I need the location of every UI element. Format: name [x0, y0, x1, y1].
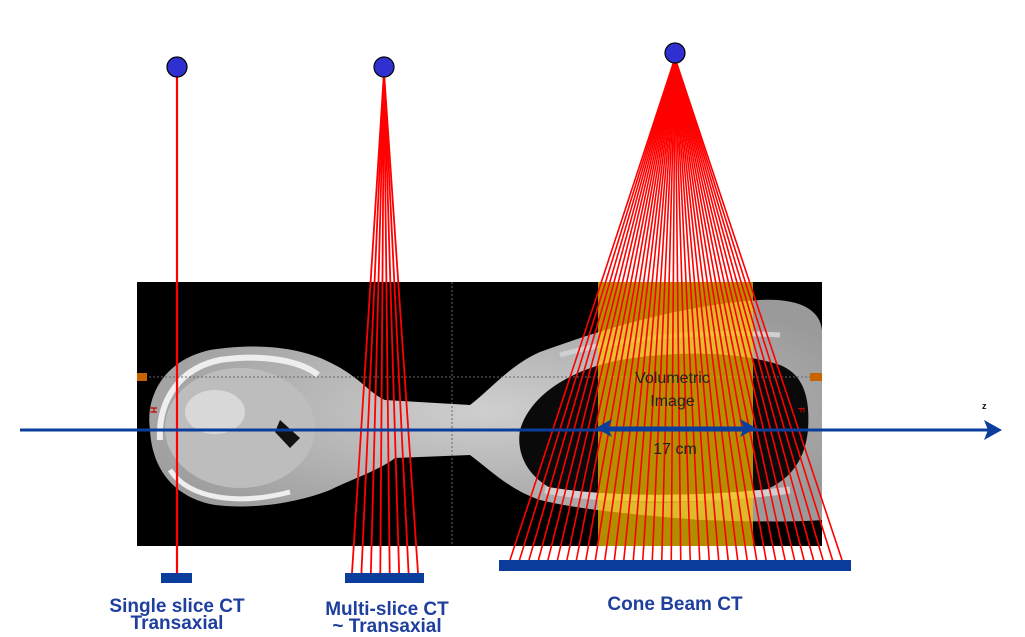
cone-beam-ray: [651, 57, 676, 561]
cone-beam-ray: [674, 57, 843, 561]
cone-beam-ray: [594, 57, 676, 561]
cone-beam-ray: [674, 57, 729, 561]
multi-slice-title: Multi-slice CT: [325, 599, 449, 620]
cone-beam-ray: [674, 57, 767, 561]
width-label: 17 cm: [653, 441, 697, 458]
cone-beam-ray: [660, 57, 676, 561]
single-slice-source: [166, 56, 188, 78]
cone-beam-ray: [509, 57, 676, 561]
multi-slice-ray: [379, 71, 385, 574]
cone-beam-ray: [623, 57, 676, 561]
cone-beam-ray: [528, 57, 676, 561]
cone-beam-ray: [674, 57, 834, 561]
cone-beam-ray: [613, 57, 676, 561]
multi-slice-ray: [383, 71, 410, 574]
cone-beam-ray: [670, 57, 676, 561]
cone-beam-ray: [674, 57, 786, 561]
single-slice-detector: [161, 573, 192, 583]
single-slice-caption: Single slice CT Transaxial: [72, 596, 282, 634]
multi-slice-ray: [369, 71, 385, 574]
cone-beam-ray: [604, 57, 676, 561]
cone-beam-ray: [575, 57, 676, 561]
cone-beam-ray: [518, 57, 676, 561]
cone-beam-ray: [674, 57, 758, 561]
cone-beam-caption: Cone Beam CT: [607, 594, 743, 615]
single-slice-title: Single slice CT: [109, 596, 245, 617]
single-slice-subtitle: Transaxial: [130, 613, 224, 634]
cone-beam-ray: [547, 57, 676, 561]
cone-beam-ray: [632, 57, 676, 561]
cone-beam-rays: [509, 57, 843, 561]
multi-slice-detector: [345, 573, 424, 583]
cone-beam-ray: [585, 57, 676, 561]
cone-beam-ray: [674, 57, 748, 561]
volumetric-line2: Image: [650, 393, 695, 410]
cone-beam-source: [664, 42, 686, 64]
cone-beam-ray: [674, 57, 777, 561]
cone-beam-ray: [674, 57, 710, 561]
cone-beam-ray: [537, 57, 676, 561]
volumetric-region: [598, 282, 753, 546]
cone-beam-ray: [674, 57, 796, 561]
multi-slice-ray: [383, 71, 419, 574]
multi-slice-ray: [360, 71, 385, 574]
multi-slice-ray: [351, 71, 385, 574]
cone-beam-ray: [674, 57, 682, 561]
multi-slice-ray: [383, 71, 401, 574]
width-arrow: [596, 419, 756, 437]
cone-beam-ray: [566, 57, 676, 561]
multi-slice-source: [373, 56, 395, 78]
cone-beam-ray: [642, 57, 676, 561]
z-axis: [20, 420, 1002, 440]
multi-slice-beams: [351, 71, 419, 574]
cone-beam-ray: [674, 57, 701, 561]
multi-slice-ray: [383, 71, 391, 574]
cone-beam-ray: [674, 57, 805, 561]
cone-beam-ray: [674, 57, 824, 561]
cone-beam-detector: [499, 560, 851, 571]
cone-beam-ray: [674, 57, 692, 561]
cone-beam-ray: [556, 57, 676, 561]
volumetric-line1: Volumetric: [635, 370, 710, 387]
volumetric-label: Volumetric Image: [600, 367, 745, 413]
multi-slice-caption: Multi-slice CT ~ Transaxial: [282, 599, 492, 637]
cone-beam-ray: [674, 57, 739, 561]
cone-beam-ray: [674, 57, 815, 561]
multi-slice-subtitle: ~ Transaxial: [332, 616, 442, 637]
z-axis-label: z: [982, 401, 987, 411]
cone-beam-ray: [674, 57, 720, 561]
marker-right-label: F: [795, 407, 806, 413]
marker-left-label: H: [148, 406, 159, 414]
